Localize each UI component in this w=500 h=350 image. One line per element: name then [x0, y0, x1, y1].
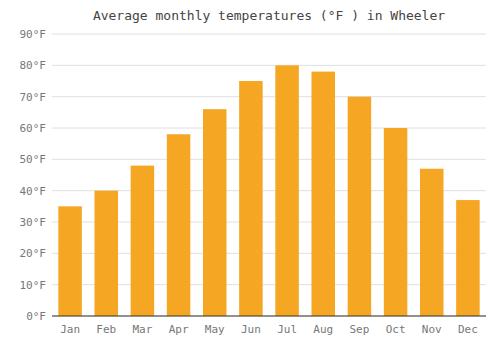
bar — [275, 65, 299, 316]
bar — [167, 134, 191, 316]
bar — [348, 97, 372, 316]
x-tick-label: Jul — [277, 323, 297, 336]
bar — [131, 166, 155, 316]
grid-line — [52, 96, 486, 97]
bar — [384, 128, 408, 316]
y-tick-label: 0°F — [26, 310, 46, 323]
x-tick-label: May — [205, 323, 225, 336]
x-tick-label: Jun — [241, 323, 261, 336]
bars — [58, 65, 479, 316]
chart: Average monthly temperatures (°F ) in Wh… — [0, 0, 500, 350]
y-tick-label: 90°F — [20, 28, 47, 41]
x-tick-label: Dec — [458, 323, 478, 336]
x-tick-label: Oct — [386, 323, 406, 336]
bar — [456, 200, 480, 316]
grid-line — [52, 316, 486, 317]
grid-line — [52, 65, 486, 66]
y-tick-label: 80°F — [20, 59, 47, 72]
y-tick-label: 70°F — [20, 91, 47, 104]
bar — [239, 81, 263, 316]
y-tick-label: 20°F — [20, 247, 47, 260]
grid-line — [52, 159, 486, 160]
bar — [420, 169, 444, 316]
y-tick-label: 60°F — [20, 122, 47, 135]
grid-line — [52, 128, 486, 129]
x-tick-label: Jan — [60, 323, 80, 336]
x-tick-label: Sep — [349, 323, 369, 336]
x-tick-label: Aug — [313, 323, 333, 336]
y-tick-label: 50°F — [20, 153, 47, 166]
bar — [311, 72, 335, 316]
bar — [58, 206, 82, 316]
x-axis — [52, 316, 486, 317]
y-tick-label: 10°F — [20, 279, 47, 292]
title: Average monthly temperatures (°F ) in Wh… — [93, 8, 445, 23]
bar — [203, 109, 227, 316]
grid-line — [52, 34, 486, 35]
bar — [94, 191, 118, 316]
x-tick-label: Feb — [96, 323, 116, 336]
y-tick-label: 30°F — [20, 216, 47, 229]
x-tick-label: Nov — [422, 323, 442, 336]
y-tick-label: 40°F — [20, 185, 47, 198]
grid — [52, 34, 486, 316]
x-tick-label: Mar — [132, 323, 152, 336]
x-tick-label: Apr — [169, 323, 189, 336]
